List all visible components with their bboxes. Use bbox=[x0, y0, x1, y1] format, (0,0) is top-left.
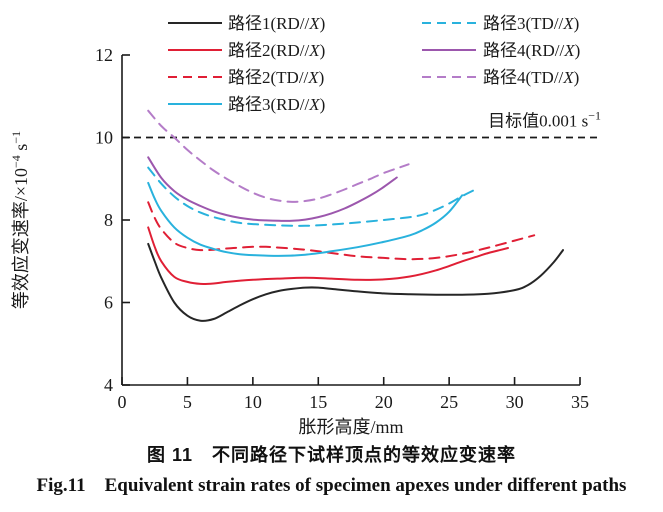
legend-item-3: 路径2(TD//X) bbox=[168, 68, 324, 87]
y-tick-label: 12 bbox=[95, 45, 113, 65]
x-tick-label: 35 bbox=[571, 392, 589, 412]
caption-chinese: 图 11 不同路径下试样顶点的等效应变速率 bbox=[146, 445, 517, 465]
y-tick-label: 4 bbox=[104, 375, 113, 395]
curve-series-5 bbox=[147, 166, 477, 227]
legend-label: 路径2(TD//X) bbox=[228, 68, 324, 87]
x-tick-label: 10 bbox=[244, 392, 262, 412]
legend-item-4: 路径3(RD//X) bbox=[168, 95, 325, 114]
legend-item-1: 路径1(RD//X) bbox=[168, 14, 325, 33]
curve-series-4 bbox=[147, 181, 464, 257]
legend-label: 路径2(RD//X) bbox=[228, 41, 325, 60]
y-tick-label: 8 bbox=[104, 210, 113, 230]
legend-label: 路径3(RD//X) bbox=[228, 95, 325, 114]
strain-rate-line-chart: 目标值0.001 s−1 4 6 8 10 12 0 5 10 15 20 25 30 35 胀形高度/mm… bbox=[9, 14, 602, 437]
legend-item-7: 路径4(TD//X) bbox=[422, 68, 579, 87]
curve-series-7 bbox=[147, 109, 410, 203]
curve-series-3 bbox=[147, 201, 536, 261]
y-axis-label: 等效应变速率/×10−4 s−1 bbox=[9, 131, 31, 309]
x-tick-label: 20 bbox=[375, 392, 393, 412]
target-value-label: 目标值0.001 s−1 bbox=[488, 109, 601, 131]
y-tick-label: 10 bbox=[95, 128, 113, 148]
x-tick-label: 25 bbox=[440, 392, 458, 412]
legend-item-5: 路径3(TD//X) bbox=[422, 14, 579, 33]
y-tick-label: 6 bbox=[104, 293, 113, 313]
x-tick-label: 0 bbox=[118, 392, 127, 412]
curve-series-1 bbox=[147, 242, 564, 322]
caption-english: Fig.11 Equivalent strain rates of specim… bbox=[36, 475, 627, 496]
x-tick-label: 30 bbox=[506, 392, 524, 412]
x-tick-label: 15 bbox=[309, 392, 327, 412]
legend-label: 路径3(TD//X) bbox=[483, 14, 579, 33]
legend-item-2: 路径2(RD//X) bbox=[168, 41, 325, 60]
x-axis-label: 胀形高度/mm bbox=[298, 417, 403, 437]
x-tick-label: 5 bbox=[183, 392, 192, 412]
legend-item-6: 路径4(RD//X) bbox=[422, 41, 580, 60]
curve-series-6 bbox=[147, 156, 398, 222]
curve-series-2 bbox=[147, 226, 509, 285]
legend-label: 路径4(RD//X) bbox=[483, 41, 580, 60]
legend-label: 路径4(TD//X) bbox=[483, 68, 579, 87]
legend-label: 路径1(RD//X) bbox=[228, 14, 325, 33]
